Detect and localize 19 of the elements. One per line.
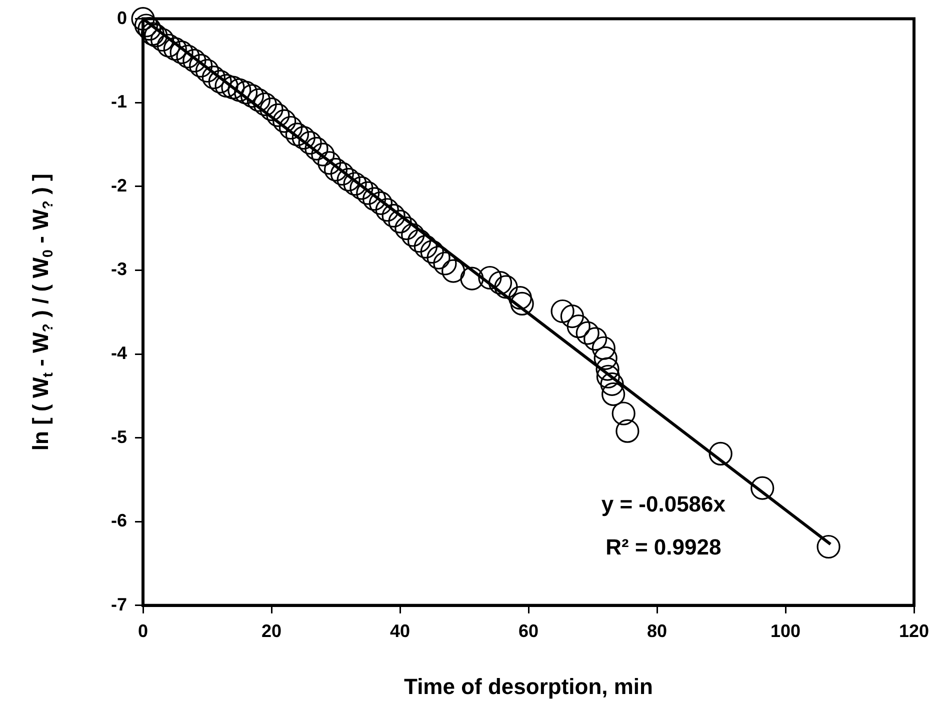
- y-tick-label: -7: [110, 594, 128, 614]
- x-tick-label: 0: [138, 621, 148, 642]
- text: ln [ ( Wt - W? ) / ( W0 - W? ) ]: [28, 174, 57, 451]
- y-tick-label: 0: [116, 8, 128, 28]
- y-tick-label: -6: [110, 510, 128, 531]
- x-tick-label: 20: [261, 621, 282, 642]
- x-tick-label: 100: [770, 621, 801, 642]
- y-tick-label: -2: [110, 175, 128, 196]
- y-tick-label: -4: [110, 342, 128, 363]
- y-tick-label: -5: [110, 426, 128, 447]
- x-tick-label: 80: [646, 621, 668, 642]
- x-tick-label: 60: [518, 621, 539, 642]
- y-tick-label: -1: [110, 92, 128, 112]
- x-tick-label: 40: [390, 621, 410, 642]
- annotation: y = -0.0586x: [601, 492, 726, 517]
- x-axis-title: Time of desorption, min: [404, 674, 653, 700]
- y-tick-label: -3: [110, 259, 128, 280]
- x-tick-label: 120: [898, 621, 930, 642]
- annotation: R² = 0.9928: [606, 534, 722, 560]
